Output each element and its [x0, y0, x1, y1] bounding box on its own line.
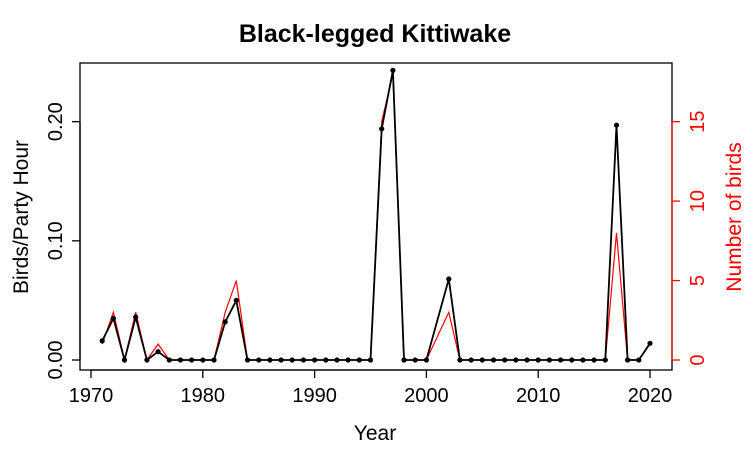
y-tick-label-right: 15 [687, 111, 709, 133]
y-axis-label-left: Birds/Party Hour [10, 140, 33, 294]
x-tick-label: 1970 [69, 385, 114, 407]
data-point [580, 357, 586, 363]
data-point [256, 357, 262, 363]
data-point [267, 357, 273, 363]
y-axis-right: 0 5 10 15 [671, 111, 709, 366]
data-point [200, 357, 206, 363]
data-point [647, 340, 653, 346]
data-point [110, 315, 116, 321]
data-point [312, 357, 318, 363]
x-tick-label: 2020 [628, 385, 673, 407]
data-point [233, 297, 239, 303]
y-tick-label-left: 0.00 [45, 341, 67, 380]
data-point [222, 319, 228, 325]
data-point [155, 349, 161, 355]
plot-box [79, 62, 673, 371]
data-point [502, 357, 508, 363]
data-point [121, 357, 128, 363]
y-axis-label-right: Number of birds [723, 142, 746, 291]
data-point [144, 357, 150, 363]
x-axis: 1970 1980 1990 2000 2010 2020 [69, 369, 673, 407]
data-point [278, 357, 284, 363]
data-point [625, 357, 631, 363]
data-point [569, 357, 575, 363]
data-point [546, 357, 553, 363]
data-point [166, 357, 172, 363]
y-tick-label-right: 5 [687, 275, 709, 286]
data-point [524, 357, 530, 363]
x-tick-label: 1990 [292, 385, 337, 407]
data-point [457, 357, 463, 363]
data-point [345, 357, 351, 363]
chart-title: Black-legged Kittiwake [239, 20, 511, 48]
data-point [244, 357, 251, 363]
x-tick-label: 2010 [516, 385, 561, 407]
data-point [189, 357, 195, 363]
data-point [412, 357, 418, 363]
data-point [513, 357, 519, 363]
y-tick-label-right: 10 [687, 190, 709, 212]
data-point [211, 357, 217, 363]
data-point [300, 357, 306, 363]
data-point [289, 357, 295, 363]
data-point [591, 357, 597, 363]
x-tick-label: 1980 [181, 385, 226, 407]
data-point [613, 122, 620, 128]
y-axis-left: 0.00 0.10 0.20 [45, 102, 81, 380]
y-tick-label-right: 0 [687, 354, 709, 365]
series-layer [99, 67, 653, 364]
data-point [490, 357, 497, 363]
data-point [636, 357, 642, 363]
series-line-birds-per-party-hour [101, 70, 651, 364]
x-axis-label: Year [354, 422, 396, 445]
data-point [99, 338, 105, 344]
data-point [468, 357, 474, 363]
data-point [323, 357, 329, 363]
data-point [535, 357, 541, 363]
x-tick-label: 2000 [404, 385, 449, 407]
data-point [479, 357, 485, 363]
data-point [446, 276, 452, 282]
data-point [602, 357, 608, 363]
data-point [356, 357, 362, 363]
data-point [390, 67, 396, 73]
data-point [401, 357, 407, 363]
data-point [367, 357, 374, 363]
y-tick-label-left: 0.10 [45, 221, 67, 260]
data-point [133, 314, 139, 320]
data-point [177, 357, 183, 363]
data-point [423, 357, 429, 363]
data-point [379, 126, 385, 132]
data-point [334, 357, 340, 363]
y-tick-label-left: 0.20 [45, 102, 67, 141]
data-point [558, 357, 564, 363]
series-line-number-of-birds [101, 73, 651, 362]
